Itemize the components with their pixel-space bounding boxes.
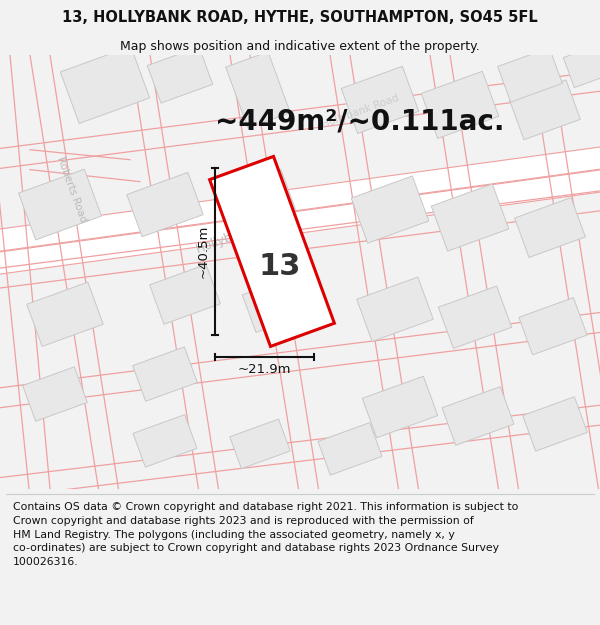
Polygon shape <box>230 419 290 469</box>
Polygon shape <box>439 286 512 348</box>
Polygon shape <box>133 414 197 467</box>
Text: 13, HOLLYBANK ROAD, HYTHE, SOUTHAMPTON, SO45 5FL: 13, HOLLYBANK ROAD, HYTHE, SOUTHAMPTON, … <box>62 10 538 25</box>
Polygon shape <box>421 71 499 138</box>
Polygon shape <box>0 169 600 275</box>
Text: ~449m²/~0.111ac.: ~449m²/~0.111ac. <box>215 107 505 136</box>
Text: Contains OS data © Crown copyright and database right 2021. This information is : Contains OS data © Crown copyright and d… <box>13 503 518 567</box>
Text: 13: 13 <box>259 252 301 281</box>
Text: Map shows position and indicative extent of the property.: Map shows position and indicative extent… <box>120 39 480 52</box>
Polygon shape <box>226 52 290 128</box>
Polygon shape <box>148 47 212 103</box>
Text: ~21.9m: ~21.9m <box>238 363 291 376</box>
Polygon shape <box>431 184 509 251</box>
Polygon shape <box>133 347 197 401</box>
Polygon shape <box>242 276 308 332</box>
Text: Hollyb...nk Road: Hollyb...nk Road <box>349 101 431 139</box>
Text: Hollybank Road: Hollybank Road <box>194 213 286 256</box>
Polygon shape <box>224 169 295 229</box>
Polygon shape <box>0 146 600 252</box>
Polygon shape <box>357 277 433 341</box>
Polygon shape <box>497 48 562 102</box>
Text: ~40.5m: ~40.5m <box>197 225 209 278</box>
Polygon shape <box>509 80 580 140</box>
Polygon shape <box>19 169 101 240</box>
Text: Hollybank Road: Hollybank Road <box>320 93 400 131</box>
Polygon shape <box>318 422 382 475</box>
Polygon shape <box>149 264 220 324</box>
Text: Roberts Road: Roberts Road <box>55 156 89 224</box>
Polygon shape <box>61 46 149 124</box>
Polygon shape <box>362 376 438 438</box>
Polygon shape <box>27 282 103 346</box>
Polygon shape <box>351 176 429 243</box>
Polygon shape <box>127 173 203 237</box>
Polygon shape <box>341 66 419 134</box>
Polygon shape <box>519 298 587 355</box>
Polygon shape <box>523 397 587 451</box>
Polygon shape <box>442 387 514 445</box>
Polygon shape <box>563 42 600 88</box>
Polygon shape <box>515 198 586 258</box>
Polygon shape <box>209 156 334 346</box>
Polygon shape <box>23 367 88 421</box>
